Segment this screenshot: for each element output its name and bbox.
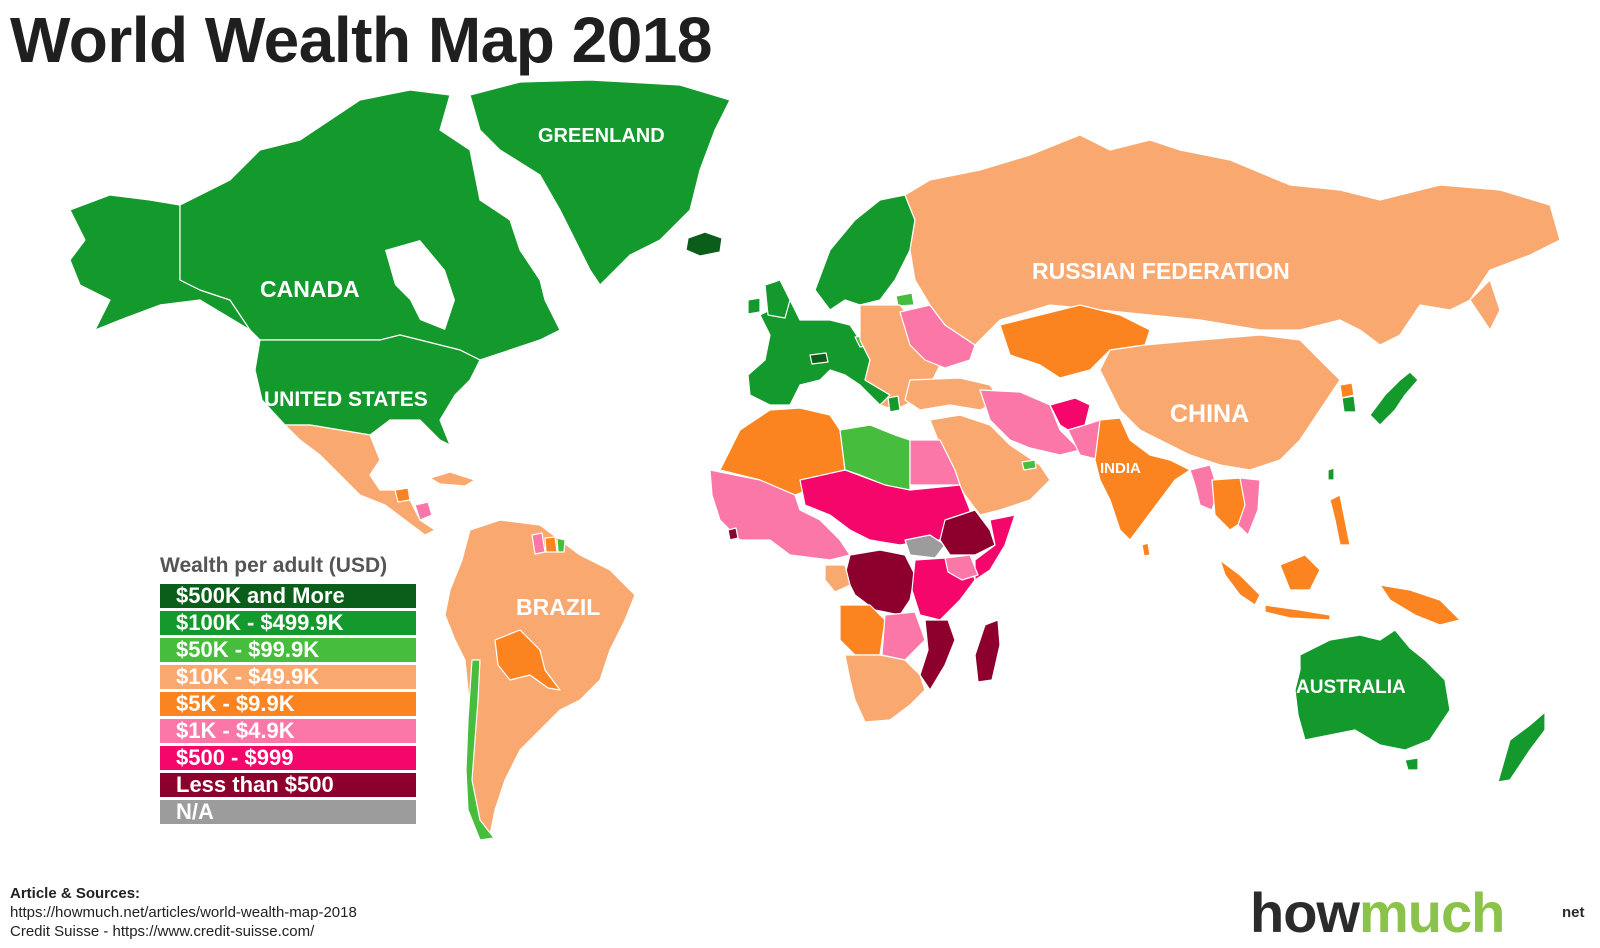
label-russia: RUSSIAN FEDERATION xyxy=(1032,258,1290,284)
logo-much: much xyxy=(1358,881,1505,944)
region-western-europe xyxy=(747,299,891,406)
legend-item-500: $500 - $999 xyxy=(160,746,416,770)
region-borneo xyxy=(1279,554,1321,591)
region-java xyxy=(1264,604,1331,621)
region-iran xyxy=(979,389,1081,456)
region-new-guinea xyxy=(1379,584,1461,626)
legend-item-100k: $100K - $499.9K xyxy=(160,611,416,635)
region-alaska xyxy=(69,194,251,331)
region-guyana xyxy=(531,532,546,555)
region-chile xyxy=(465,659,495,841)
sources-heading: Article & Sources: xyxy=(10,885,141,902)
region-egypt xyxy=(909,439,961,486)
label-australia: AUSTRALIA xyxy=(1296,677,1406,698)
region-philippines xyxy=(1329,494,1351,546)
region-estonia xyxy=(895,292,915,307)
region-caucasus-turkey xyxy=(904,377,1001,411)
region-uae xyxy=(1021,459,1037,471)
region-scandinavia xyxy=(814,194,916,311)
region-tasmania xyxy=(1404,757,1419,771)
region-switzerland xyxy=(809,352,829,365)
label-india: INDIA xyxy=(1100,460,1141,477)
region-madagascar xyxy=(974,619,1001,683)
region-mexico xyxy=(284,424,436,536)
region-suriname xyxy=(544,536,558,553)
region-nicaragua xyxy=(414,501,433,521)
region-west-africa xyxy=(709,469,851,561)
page-title: World Wealth Map 2018 xyxy=(10,4,712,76)
legend-item-5k: $5K - $9.9K xyxy=(160,692,416,716)
region-liberia xyxy=(727,527,739,541)
howmuch-logo: howmuch net xyxy=(1250,881,1585,944)
region-myanmar xyxy=(1189,464,1219,511)
region-china xyxy=(1099,334,1341,471)
label-canada: CANADA xyxy=(260,276,360,302)
region-india xyxy=(1094,417,1191,541)
label-greenland: GREENLAND xyxy=(538,125,665,147)
legend: Wealth per adult (USD) $500K and More $1… xyxy=(160,554,416,827)
region-guatemala xyxy=(394,487,411,503)
label-united-states: UNITED STATES xyxy=(264,388,428,411)
region-southern-africa xyxy=(844,654,926,723)
region-indonesia-sumatra xyxy=(1219,559,1261,606)
region-vietnam-cambodia xyxy=(1237,477,1261,536)
region-australia xyxy=(1294,629,1451,751)
legend-item-500k-plus: $500K and More xyxy=(160,584,416,608)
legend-item-na: N/A xyxy=(160,800,416,824)
region-uk xyxy=(764,279,791,319)
source-link-article[interactable]: https://howmuch.net/articles/world-wealt… xyxy=(10,904,357,921)
region-canada xyxy=(179,89,561,361)
legend-item-less-500: Less than $500 xyxy=(160,773,416,797)
logo-net: net xyxy=(1562,904,1585,921)
region-gabon-congo xyxy=(824,564,851,593)
logo-how: how xyxy=(1250,881,1360,944)
legend-item-1k: $1K - $4.9K xyxy=(160,719,416,743)
region-japan xyxy=(1369,371,1419,426)
region-north-korea xyxy=(1339,382,1355,399)
region-ethiopia xyxy=(939,509,996,556)
region-angola xyxy=(839,604,886,656)
region-russia xyxy=(904,134,1561,346)
region-ireland xyxy=(747,297,761,315)
region-french-guiana xyxy=(556,537,566,553)
sources: Article & Sources: https://howmuch.net/a… xyxy=(10,884,357,941)
region-greenland xyxy=(469,79,731,286)
label-brazil: BRAZIL xyxy=(516,594,600,620)
region-cuba xyxy=(429,471,476,487)
legend-item-10k: $10K - $49.9K xyxy=(160,665,416,689)
legend-item-50k: $50K - $99.9K xyxy=(160,638,416,662)
region-bolivia xyxy=(494,629,561,691)
region-kamchatka xyxy=(1469,279,1501,331)
source-link-credit-suisse[interactable]: Credit Suisse - https://www.credit-suiss… xyxy=(10,923,315,940)
region-taiwan xyxy=(1327,467,1335,481)
region-iceland xyxy=(685,231,723,257)
region-new-zealand xyxy=(1497,711,1546,783)
region-mozambique xyxy=(919,619,956,691)
region-sri-lanka xyxy=(1141,542,1151,557)
label-china: CHINA xyxy=(1170,400,1249,428)
region-somalia xyxy=(974,514,1016,581)
region-kenya xyxy=(944,554,979,581)
region-south-sudan xyxy=(904,534,946,559)
legend-title: Wealth per adult (USD) xyxy=(160,554,388,577)
region-south-korea xyxy=(1341,395,1357,413)
region-zambia xyxy=(881,611,926,661)
region-hudson-bay xyxy=(385,240,455,330)
region-greece xyxy=(887,395,901,413)
